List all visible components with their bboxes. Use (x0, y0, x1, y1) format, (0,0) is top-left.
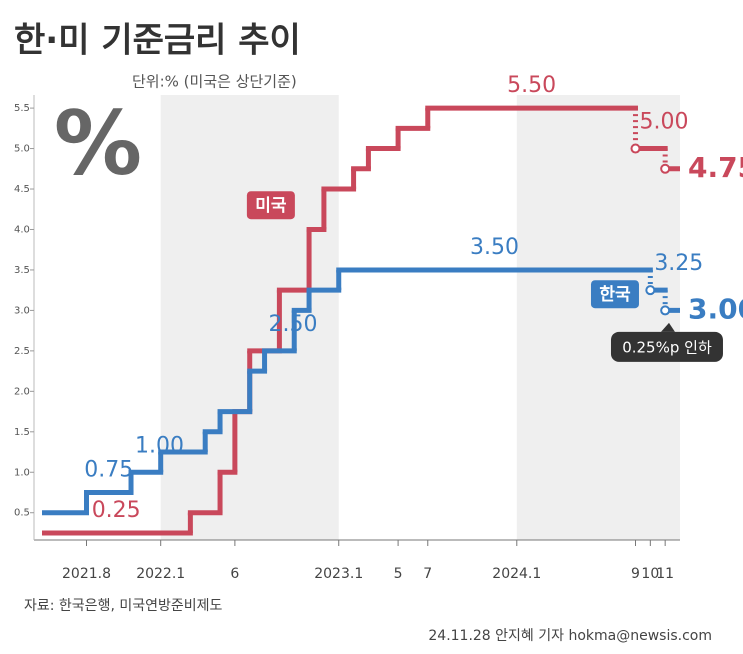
x-tick-label: 2021.8 (62, 566, 111, 582)
x-tick-label: 6 (230, 566, 239, 582)
y-tick-label: 1.0 (14, 467, 30, 478)
y-tick-label: 5.0 (14, 144, 30, 155)
y-tick-label: 2.5 (14, 346, 30, 357)
y-tick-label: 4.0 (14, 224, 30, 235)
cut-marker (660, 305, 671, 316)
year-band (516, 95, 680, 540)
value-label: 0.75 (84, 457, 133, 482)
value-label: 3.00 (688, 292, 743, 325)
legend-label: 미국 (255, 196, 287, 216)
value-label: 5.50 (507, 73, 556, 98)
value-label: 3.25 (654, 251, 703, 276)
source: 자료: 한국은행, 미국연방준비제도 (24, 598, 223, 614)
percent-icon: % (54, 92, 142, 195)
credit: 24.11.28 안지혜 기자 hokma@newsis.com (428, 628, 712, 644)
legend-box (246, 191, 295, 220)
y-tick-label: 1.5 (14, 427, 30, 438)
x-tick-label: 2024.1 (492, 566, 541, 582)
legend-box (590, 280, 639, 309)
y-tick-label: 3.5 (14, 265, 30, 276)
y-tick-label: 5.5 (14, 103, 30, 114)
x-tick-label: 2022.1 (136, 566, 185, 582)
cut-marker (660, 163, 671, 174)
y-tick-label: 2.0 (14, 386, 30, 397)
annotation-box (610, 331, 723, 362)
x-tick-label: 2023.1 (314, 566, 363, 582)
cut-marker (630, 143, 641, 154)
x-tick-label: 11 (656, 566, 674, 582)
chart-subtitle: 단위:% (미국은 상단기준) (132, 73, 297, 91)
y-tick-label: 4.5 (14, 184, 30, 195)
legend-label: 한국 (599, 285, 631, 305)
x-tick-label: 7 (423, 566, 432, 582)
cut-marker (645, 285, 656, 296)
value-label: 3.50 (470, 235, 519, 260)
annotation-pointer (660, 322, 675, 332)
x-tick-label: 10 (641, 566, 659, 582)
value-label: 0.25 (92, 498, 141, 523)
value-label: 4.75 (688, 151, 743, 184)
year-band (160, 95, 339, 540)
annotation: 0.25%p 인하 (622, 338, 712, 356)
x-tick-label: 5 (394, 566, 403, 582)
chart-title: 한·미 기준금리 추이 (14, 21, 301, 61)
x-tick-label: 9 (631, 566, 640, 582)
value-label: 5.00 (639, 110, 688, 135)
y-tick-label: 3.0 (14, 305, 30, 316)
y-tick-label: 0.5 (14, 508, 30, 519)
